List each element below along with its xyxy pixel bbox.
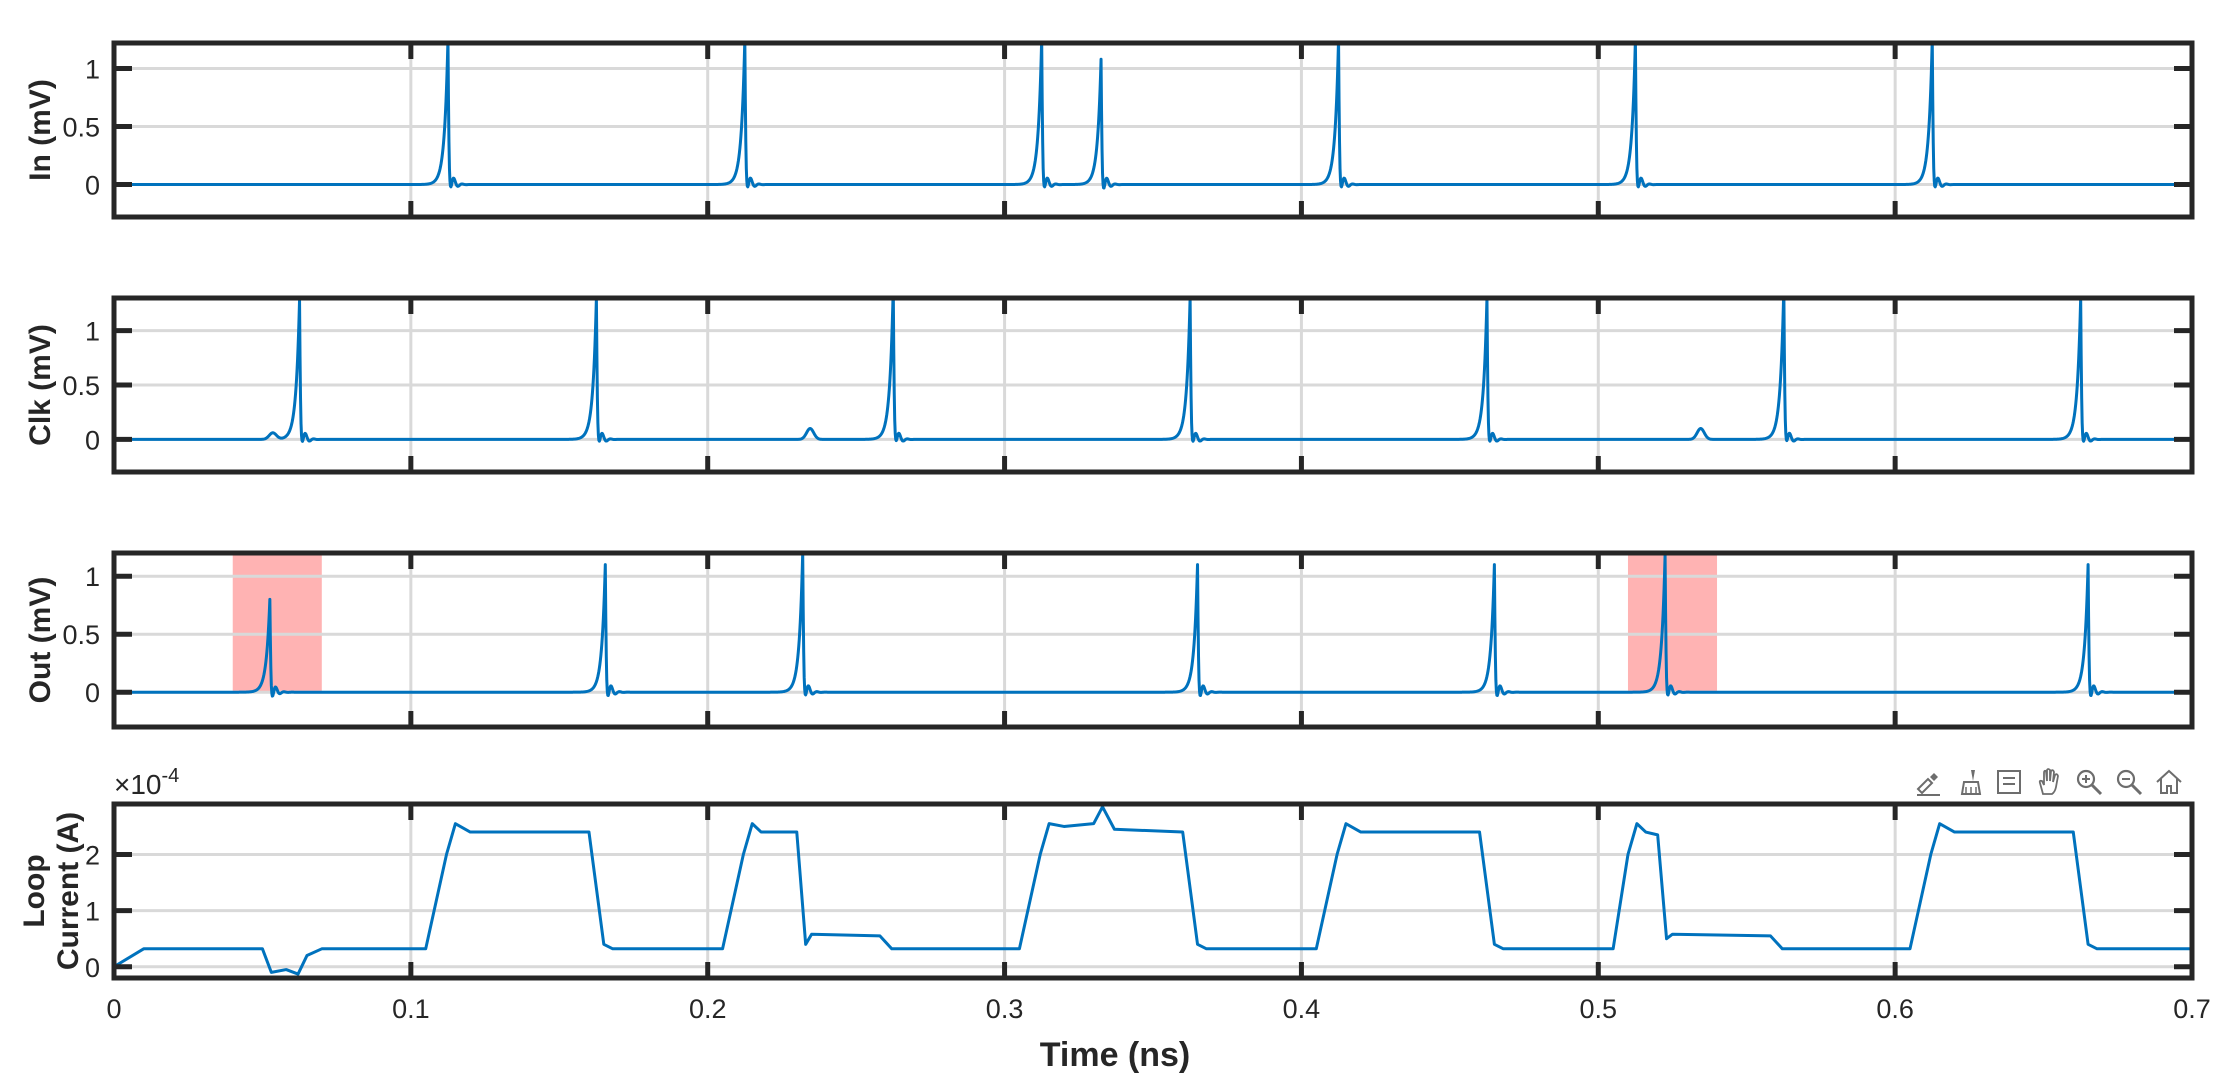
subplot-clk: 0 0.5 1 Clk (mV) <box>24 295 2195 475</box>
x-tick-label: 0 <box>106 994 121 1024</box>
y-tick-label: 1 <box>85 562 100 592</box>
y-tick-label: 2 <box>85 841 100 871</box>
subplot-out: 0 0.5 1 Out (mV) <box>24 550 2195 730</box>
subplot-in: 0 0.5 1 In (mV) <box>24 40 2195 220</box>
plot-area <box>114 43 2192 217</box>
series-line <box>114 553 2192 698</box>
y-tick-label: 0.5 <box>62 113 100 143</box>
x-tick-label: 0.7 <box>2173 994 2211 1024</box>
axes-toolbar <box>1910 762 2188 802</box>
y-axis-label: Out (mV) <box>24 577 57 704</box>
y-tick-label: 1 <box>85 897 100 927</box>
highlight-region <box>232 553 322 693</box>
x-tick-label: 0.3 <box>986 994 1024 1024</box>
y-tick-label: 1 <box>85 55 100 85</box>
y-tick-label: 0 <box>85 678 100 708</box>
brush-icon[interactable] <box>1950 763 1988 801</box>
x-tick-label: 0.1 <box>392 994 430 1024</box>
restore-home-icon[interactable] <box>2150 763 2188 801</box>
series-line <box>114 805 2192 976</box>
axes-box <box>111 550 2195 730</box>
subplot-loop-current: 0 1 2 0 0.1 0.2 0.3 0.4 0.5 0.6 0.7 LoopCurrent (A)… <box>18 765 2211 1024</box>
x-tick-label: 0.2 <box>689 994 727 1024</box>
y-tick-label: 0.5 <box>62 371 100 401</box>
highlight-region <box>1627 553 1718 693</box>
y-tick-label: 0.5 <box>62 620 100 650</box>
y-axis-label: Clk (mV) <box>24 324 57 446</box>
x-axis-label: Time (ns) <box>1040 1036 1191 1074</box>
y-axis-label: LoopCurrent (A) <box>18 812 85 970</box>
x-tick-label: 0.4 <box>1283 994 1321 1024</box>
x-tick-label: 0.5 <box>1580 994 1618 1024</box>
edit-annotations-icon[interactable] <box>1910 763 1948 801</box>
axes-box <box>111 40 2195 220</box>
axes-box <box>111 295 2195 475</box>
y-tick-label: 1 <box>85 317 100 347</box>
y-axis-label: In (mV) <box>24 79 57 181</box>
plot-area <box>114 553 2192 727</box>
y-tick-label: 0 <box>85 171 100 201</box>
y-exponent-label: ×10-4 <box>114 765 179 800</box>
y-tick-label: 0 <box>85 425 100 455</box>
data-tips-icon[interactable] <box>1990 763 2028 801</box>
pan-hand-icon[interactable] <box>2030 763 2068 801</box>
zoom-out-icon[interactable] <box>2110 763 2148 801</box>
y-tick-label: 0 <box>85 953 100 983</box>
series-line <box>114 298 2192 443</box>
series-line <box>114 43 2192 190</box>
zoom-in-icon[interactable] <box>2070 763 2108 801</box>
x-tick-label: 0.6 <box>1876 994 1914 1024</box>
axes-box <box>111 801 2195 981</box>
